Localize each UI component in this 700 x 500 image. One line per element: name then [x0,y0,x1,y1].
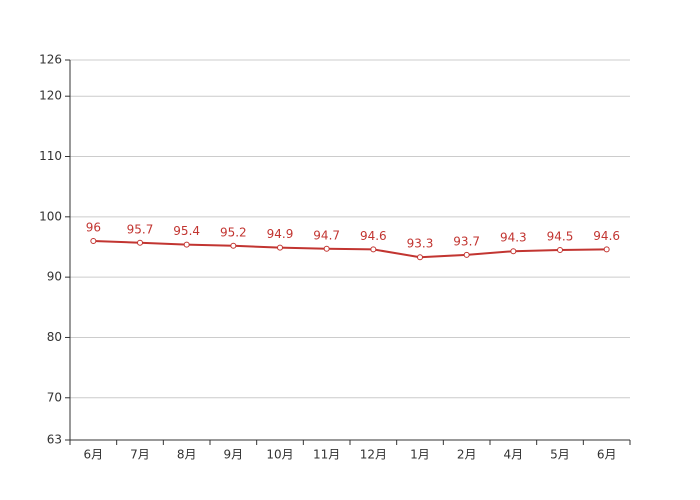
value-label: 94.3 [500,231,527,245]
point [417,254,423,261]
line [93,239,607,259]
point [137,239,143,246]
point [183,241,190,248]
x-tick-label: 6月 [597,448,617,462]
x-tick-label: 9月 [224,448,244,462]
x-tick-label: 12月 [360,448,387,462]
point [557,247,563,253]
point [90,237,97,244]
y-tick-label: 90 [47,270,62,284]
value-label: 94.5 [547,230,574,244]
x-tick-label: 5月 [550,448,570,462]
point [277,244,283,251]
y-tick-label: 70 [47,390,62,404]
value-label: 94.6 [593,229,620,243]
value-label: 96 [86,220,101,234]
point [370,246,377,253]
x-tick-label: 11月 [313,448,340,462]
value-label: 93.3 [407,237,434,251]
value-label: 94.6 [360,229,387,243]
y-tick-label: 126 [39,53,62,67]
x-tick-label: 2月 [457,448,477,462]
x-tick-label: 4月 [504,448,524,462]
value-label: 95.4 [173,224,200,238]
y-tick-label: 110 [39,149,62,163]
x-tick-label: 8月 [177,448,197,462]
y-tick-label: 80 [47,330,62,344]
point [510,248,517,255]
y-tick-label: 63 [47,433,62,447]
point [603,246,610,253]
y-tick-label: 100 [39,209,62,223]
value-label: 95.2 [220,225,247,239]
point [323,245,330,252]
x-tick-label: 1月 [410,448,430,462]
value-label: 93.7 [453,234,480,248]
value-label: 94.9 [267,227,294,241]
point [463,251,470,258]
x-tick-label: 7月 [130,448,150,462]
x-tick-label: 10月 [266,448,293,462]
point [230,242,237,249]
value-label: 94.7 [313,228,340,242]
y-tick-label: 120 [39,89,62,103]
value-label: 95.7 [127,222,154,236]
x-tick-label: 6月 [84,448,104,462]
